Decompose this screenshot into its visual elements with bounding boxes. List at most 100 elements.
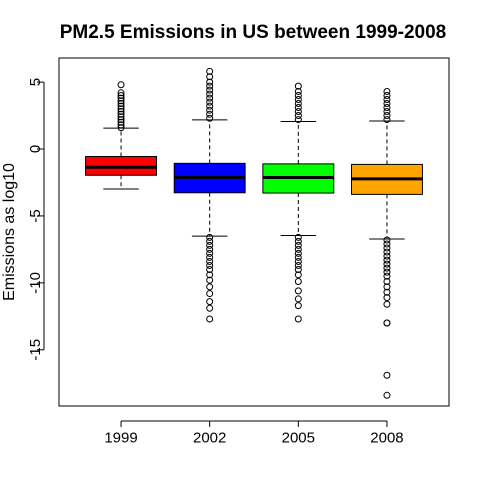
outlier-point: [383, 248, 391, 256]
outlier-point: [206, 315, 214, 323]
outlier-point: [294, 82, 302, 90]
outlier-point: [383, 288, 391, 296]
outlier-point: [294, 257, 302, 265]
outlier-point: [206, 73, 214, 81]
outlier-point: [117, 116, 125, 124]
outlier-point: [206, 90, 214, 98]
outlier-point: [383, 116, 391, 124]
outlier-point: [117, 105, 125, 113]
outlier-point: [294, 287, 302, 295]
outlier-point: [383, 319, 391, 327]
outlier-point: [294, 249, 302, 257]
outlier-point: [383, 268, 391, 276]
outlier-point: [294, 233, 302, 241]
outlier-point: [117, 89, 125, 97]
outlier-point: [294, 104, 302, 112]
outlier-point: [206, 261, 214, 269]
outlier-point: [294, 108, 302, 116]
outlier-point: [294, 245, 302, 253]
outlier-point: [117, 81, 125, 89]
outlier-point: [117, 100, 125, 108]
outlier-point: [294, 315, 302, 323]
outlier-point: [206, 67, 214, 75]
outlier-point: [294, 253, 302, 261]
x-tick-label: 1999: [104, 429, 137, 446]
outlier-point: [206, 114, 214, 122]
outlier-point: [206, 253, 214, 261]
outlier-point: [117, 113, 125, 121]
outlier-point: [206, 257, 214, 265]
outlier-point: [383, 104, 391, 112]
outlier-point: [383, 252, 391, 260]
outlier-point: [294, 95, 302, 103]
outlier-point: [383, 294, 391, 302]
outlier-point: [206, 298, 214, 306]
outlier-point: [383, 100, 391, 108]
outlier-point: [117, 91, 125, 99]
outlier-point: [294, 241, 302, 249]
outlier-point: [383, 300, 391, 308]
outlier-point: [294, 91, 302, 99]
outlier-point: [206, 98, 214, 106]
box-2002: [173, 67, 246, 323]
outlier-point: [383, 278, 391, 286]
x-tick-label: 2008: [370, 429, 403, 446]
y-tick-label: 5: [27, 78, 44, 86]
boxes: [85, 67, 423, 399]
outlier-point: [383, 91, 391, 99]
outlier-point: [294, 265, 302, 273]
outlier-point: [383, 87, 391, 95]
outlier-point: [117, 97, 125, 105]
outlier-point: [294, 87, 302, 95]
outlier-point: [294, 112, 302, 120]
outlier-point: [117, 102, 125, 110]
outlier-point: [206, 265, 214, 273]
outlier-point: [383, 283, 391, 291]
plot-frame: [58, 57, 450, 407]
outlier-point: [117, 94, 125, 102]
outlier-point: [294, 237, 302, 245]
outlier-point: [294, 271, 302, 279]
outlier-point: [383, 371, 391, 379]
y-axis: 5 0 -5 -10 -15: [27, 78, 45, 361]
outlier-point: [294, 295, 302, 303]
outlier-point: [383, 236, 391, 244]
outlier-point: [206, 110, 214, 118]
outlier-point: [206, 102, 214, 110]
y-tick-label: 0: [27, 145, 44, 153]
outlier-point: [383, 256, 391, 264]
outlier-point: [383, 391, 391, 399]
outlier-point: [294, 302, 302, 310]
outlier-point: [117, 124, 125, 132]
x-tick-label: 2002: [193, 429, 226, 446]
outlier-point: [206, 290, 214, 298]
y-tick-label: -5: [27, 209, 44, 222]
outlier-point: [294, 100, 302, 108]
outlier-point: [383, 95, 391, 103]
x-tick-label: 2005: [282, 429, 315, 446]
outlier-point: [206, 276, 214, 284]
y-tick-label: -15: [27, 339, 44, 361]
box-1999: [85, 81, 157, 190]
outlier-point: [294, 116, 302, 124]
outlier-point: [383, 260, 391, 268]
chart-title: PM2.5 Emissions in US between 1999-2008: [60, 22, 447, 43]
outlier-point: [294, 261, 302, 269]
outlier-point: [117, 108, 125, 116]
outlier-point: [206, 271, 214, 279]
outlier-point: [383, 264, 391, 272]
outlier-point: [117, 121, 125, 129]
outlier-point: [383, 244, 391, 252]
outlier-point: [383, 240, 391, 248]
outlier-point: [294, 278, 302, 286]
outlier-point: [206, 283, 214, 291]
outlier-point: [383, 272, 391, 280]
outlier-point: [206, 78, 214, 86]
outlier-point: [117, 110, 125, 118]
outlier-point: [383, 112, 391, 120]
y-axis-label: Emissions as log10: [1, 163, 18, 301]
outlier-point: [206, 82, 214, 90]
y-tick-label: -10: [27, 272, 44, 294]
outlier-point: [206, 237, 214, 245]
